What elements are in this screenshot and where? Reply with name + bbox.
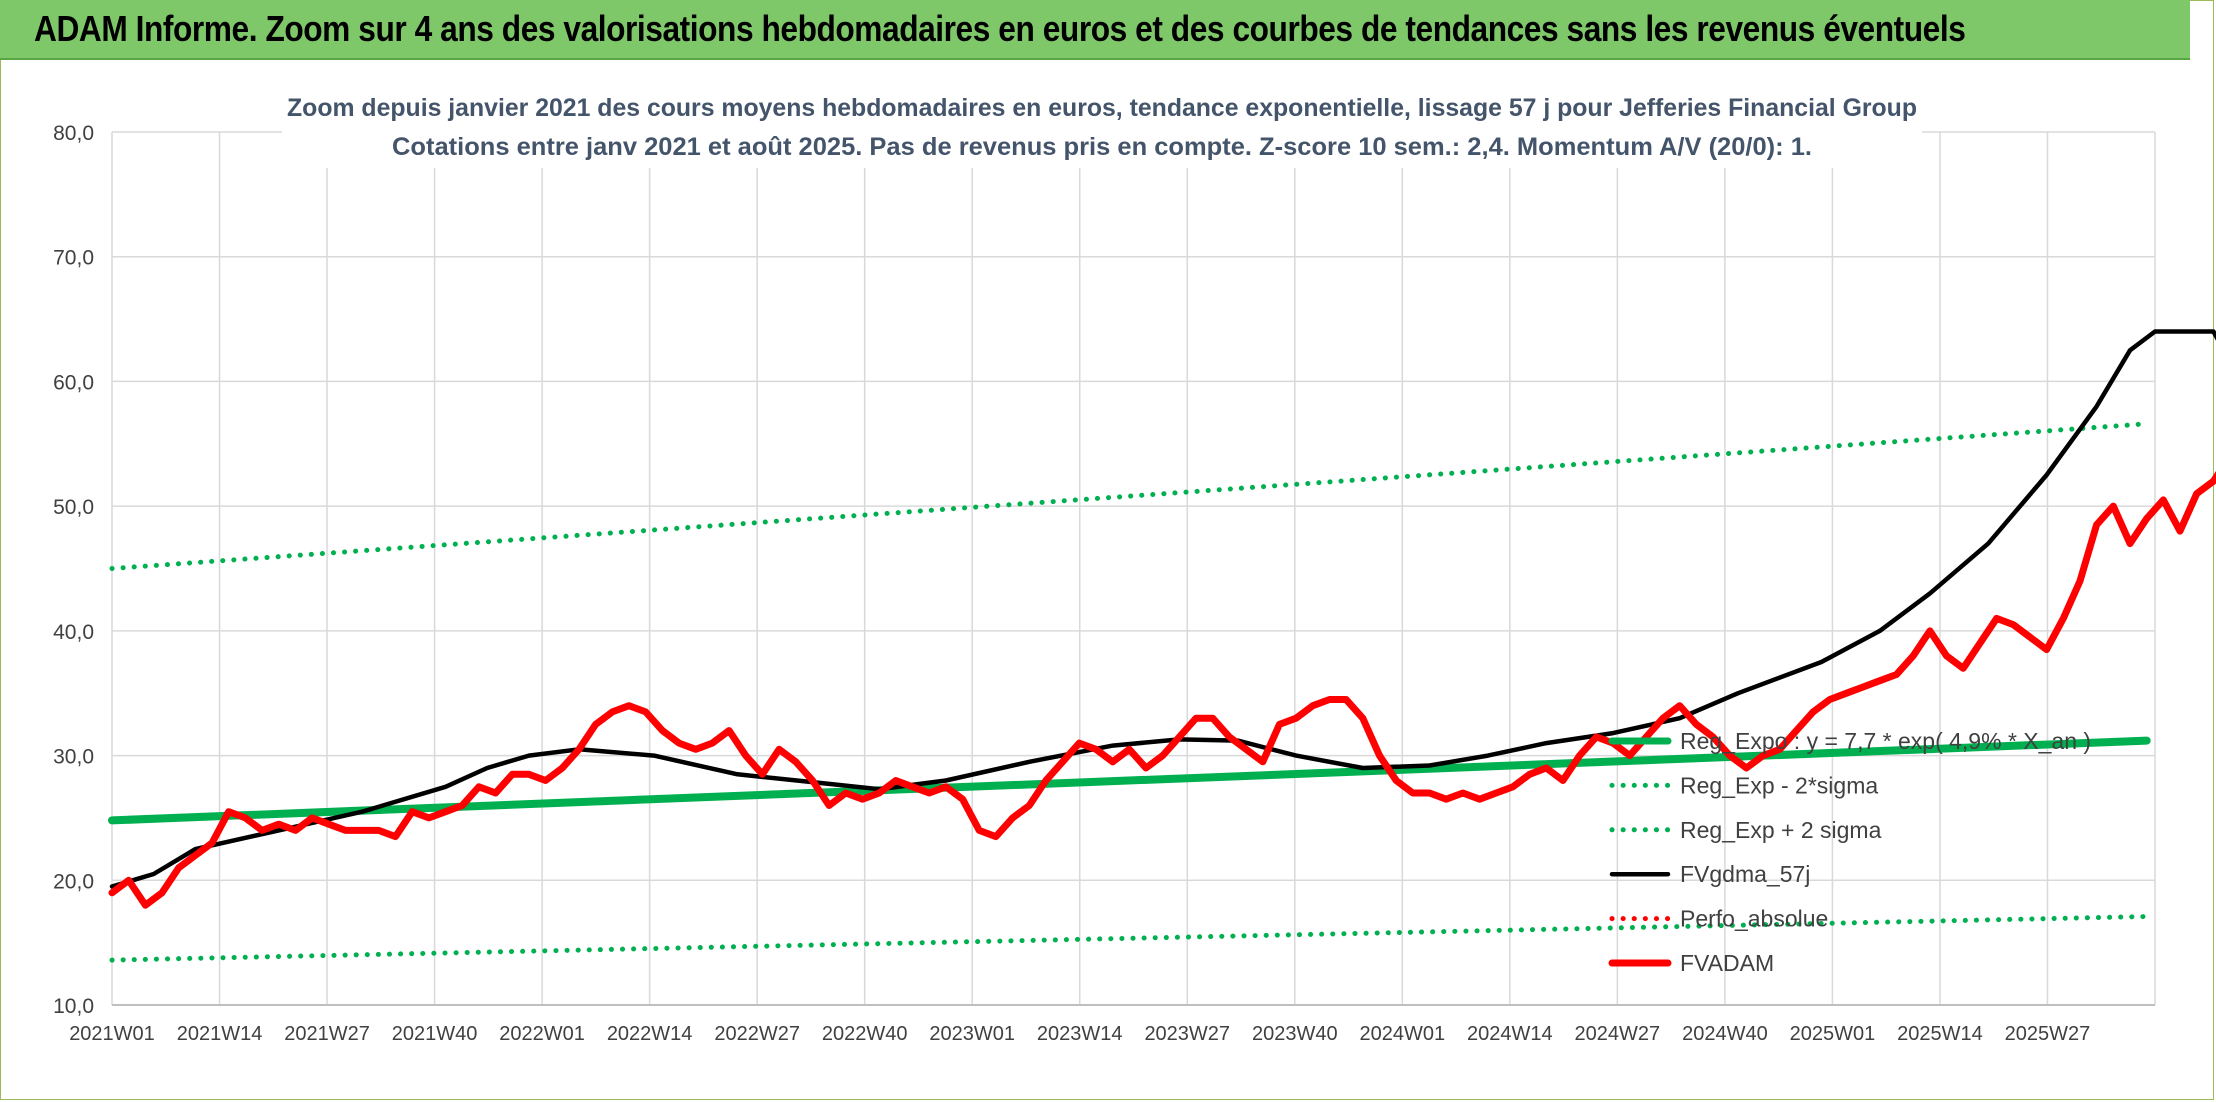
y-tick-label: 70,0 — [53, 247, 94, 270]
report-title: ADAM Informe. Zoom sur 4 ans des valoris… — [34, 8, 1966, 49]
x-tick-label: 2023W40 — [1252, 1023, 1338, 1045]
x-axis-ticks: 2021W01 2021W14 2021W27 2021W40 2022W01 2022W… — [69, 1023, 2090, 1045]
y-tick-label: 40,0 — [53, 621, 94, 644]
legend-label: Reg_Exp + 2 sigma — [1680, 817, 1882, 843]
x-tick-label: 2023W01 — [929, 1023, 1015, 1045]
chart-title: Zoom depuis janvier 2021 des cours moyen… — [287, 94, 1917, 122]
series-line — [109, 914, 2150, 963]
x-tick-label: 2024W40 — [1682, 1023, 1768, 1045]
chart-series — [108, 329, 2216, 963]
legend-label: Perfo_absolue — [1680, 906, 1828, 932]
x-tick-label: 2022W01 — [499, 1023, 585, 1045]
series-line — [109, 329, 2216, 889]
x-tick-label: 2022W27 — [714, 1023, 800, 1045]
x-tick-label: 2024W01 — [1360, 1023, 1446, 1045]
x-tick-label: 2025W27 — [2005, 1023, 2091, 1045]
report-banner: ADAM Informe. Zoom sur 4 ans des valoris… — [0, 0, 2190, 60]
y-tick-label: 10,0 — [53, 995, 94, 1018]
line-chart: 10,0 20,0 30,0 40,0 50,0 60,0 70,0 80,0 2021W01… — [53, 84, 2216, 1045]
legend-label: FVADAM — [1680, 950, 1774, 976]
x-tick-label: 2024W27 — [1575, 1023, 1661, 1045]
x-tick-label: 2022W14 — [607, 1023, 693, 1045]
x-tick-label: 2022W40 — [822, 1023, 908, 1045]
y-axis-ticks: 10,0 20,0 30,0 40,0 50,0 60,0 70,0 80,0 — [53, 122, 94, 1018]
x-tick-label: 2024W14 — [1467, 1023, 1553, 1045]
x-tick-label: 2023W14 — [1037, 1023, 1123, 1045]
series-line — [108, 470, 2216, 909]
x-tick-label: 2025W01 — [1790, 1023, 1876, 1045]
legend-label: Reg_Expo : y = 7,7 * exp( 4,9% * X_an ) — [1680, 728, 2091, 754]
x-tick-label: 2021W40 — [392, 1023, 478, 1045]
legend-label: Reg_Exp - 2*sigma — [1680, 772, 1878, 798]
y-tick-label: 30,0 — [53, 746, 94, 769]
x-tick-label: 2021W27 — [284, 1023, 370, 1045]
x-tick-label: 2025W14 — [1897, 1023, 1983, 1045]
chart-titles: Zoom depuis janvier 2021 des cours moyen… — [282, 84, 1922, 168]
legend-label: FVgdma_57j — [1680, 861, 1810, 887]
x-tick-label: 2021W01 — [69, 1023, 155, 1045]
series-line — [109, 421, 2150, 571]
y-tick-label: 80,0 — [53, 122, 94, 145]
x-tick-label: 2021W14 — [177, 1023, 263, 1045]
y-tick-label: 60,0 — [53, 371, 94, 394]
chart-legend: Reg_Expo : y = 7,7 * exp( 4,9% * X_an ) R… — [1608, 728, 2091, 976]
y-tick-label: 20,0 — [53, 870, 94, 893]
y-tick-label: 50,0 — [53, 496, 94, 519]
x-tick-label: 2023W27 — [1144, 1023, 1230, 1045]
chart-grid — [111, 131, 2156, 1006]
chart-subtitle: Cotations entre janv 2021 et août 2025. … — [392, 133, 1812, 161]
